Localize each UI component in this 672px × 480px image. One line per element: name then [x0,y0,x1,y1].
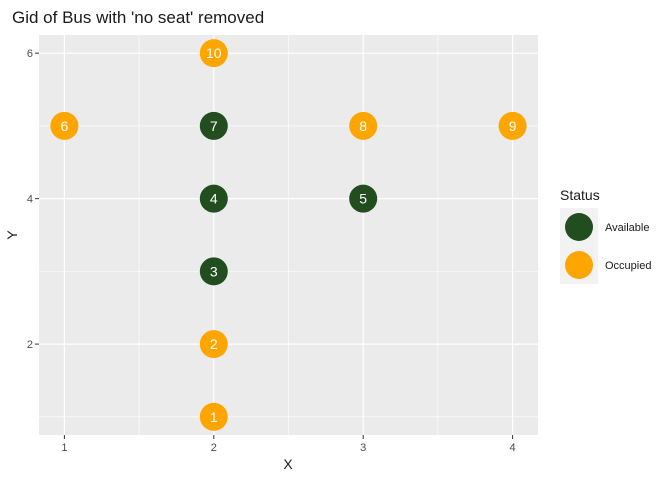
seat-point [199,111,228,140]
data-points: 1 2 3 4 5 6 7 8 9 10 [50,39,527,431]
seat-label: 4 [210,191,218,207]
legend-title: Status [560,187,600,203]
x-tick-label: 4 [510,442,516,454]
seat-label: 7 [210,118,218,134]
seat-point [199,402,228,431]
seat-label: 9 [509,118,517,134]
legend-label: Available [605,222,649,234]
grid-major [39,35,538,435]
legend-label: Occupied [605,260,651,272]
chart-title: Gid of Bus with 'no seat' removed [12,8,264,27]
seat-label: 5 [359,191,367,207]
y-tick-label: 2 [27,339,33,351]
legend-key [565,251,593,279]
seat-label: 3 [210,263,218,279]
seat-label: 6 [60,118,68,134]
x-tick-label: 1 [61,442,67,454]
seat-point [199,330,228,359]
y-tick-label: 6 [27,48,33,60]
x-axis-title: X [283,456,293,472]
seat-point [50,111,79,140]
y-axis-ticks: 2 4 6 [27,48,39,351]
y-axis-title: Y [4,230,20,240]
legend: Status Available Occupied [560,187,651,284]
x-axis-ticks: 1 2 3 4 [61,435,516,454]
seat-point [199,257,228,286]
seat-label: 2 [210,336,218,352]
seat-point [349,111,378,140]
x-tick-label: 2 [211,442,217,454]
legend-entries: Available Occupied [560,208,651,284]
seat-point [199,184,228,213]
legend-key [565,213,593,241]
seat-point [199,39,228,68]
seat-label: 8 [359,118,367,134]
seat-label: 10 [206,45,222,61]
seat-point [349,184,378,213]
y-tick-label: 4 [27,194,33,206]
seat-point [498,111,527,140]
grid-minor [39,35,538,435]
seat-label: 1 [210,409,218,425]
x-tick-label: 3 [360,442,366,454]
